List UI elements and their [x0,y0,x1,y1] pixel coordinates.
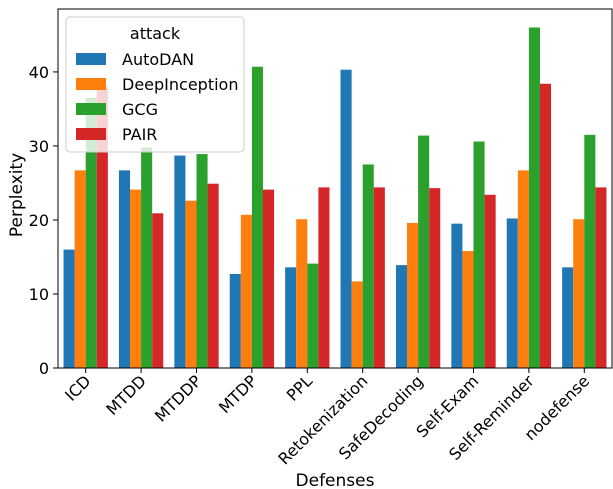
y-axis-label: Perplexity [7,153,27,237]
bar-autodan-self-exam [451,223,463,368]
bar-autodan-retokenization [340,69,352,369]
bar-autodan-mtdd [118,170,131,368]
bar-autodan-icd [63,249,75,368]
bar-deepinception-self-reminder [517,170,529,368]
plot-frame [57,8,613,369]
bar-autodan-nodefense [562,267,574,368]
bar-pair-icd [96,86,108,368]
bar-deepinception-mtdd [130,189,142,368]
legend-label-deepinception: DeepInception [122,75,238,94]
y-tick-label: 40 [29,63,49,82]
bar-pair-nodefense [595,187,607,368]
bar-deepinception-ppl [296,219,308,368]
legend-title: attack [130,24,181,43]
bar-gcg-self-reminder [528,27,540,368]
bar-autodan-mtdp [229,273,241,368]
bar-gcg-icd [85,97,97,369]
x-tick-label: MTDD [102,371,150,419]
bar-autodan-mtddp [174,155,186,368]
legend-swatch-autodan [76,53,106,65]
bar-deepinception-mtddp [185,200,197,368]
bar-pair-self-exam [484,194,496,368]
x-tick-label: MTDDP [151,371,206,426]
bar-autodan-ppl [285,267,297,368]
y-tick-label: 30 [29,137,49,156]
y-tick-label: 10 [29,285,49,304]
legend-label-autodan: AutoDAN [122,50,194,69]
legend-swatch-pair [76,128,106,140]
bar-deepinception-icd [74,170,86,368]
y-tick-label: 20 [29,211,49,230]
bar-pair-self-reminder [539,83,552,368]
bar-deepinception-self-exam [462,251,474,368]
bar-pair-mtdd [152,213,164,368]
bar-autodan-self-reminder [506,218,518,368]
y-tick-label: 0 [39,359,49,378]
bar-pair-mtddp [207,183,219,368]
bar-deepinception-retokenization [351,281,363,368]
bar-pair-safedecoding [429,188,441,368]
bar-gcg-mtddp [196,154,208,368]
bar-deepinception-safedecoding [407,222,419,368]
bar-gcg-retokenization [362,164,374,368]
bar-gcg-nodefense [584,134,596,368]
bar-gcg-self-exam [473,141,485,368]
bar-pair-mtdp [262,189,275,368]
bar-gcg-safedecoding [418,135,430,368]
legend-swatch-gcg [76,103,106,115]
bar-deepinception-mtdp [240,214,252,368]
bar-gcg-mtdp [251,66,263,368]
legend-label-pair: PAIR [122,125,157,144]
bar-deepinception-nodefense [573,219,585,368]
legend-box [65,16,245,153]
x-tick-label: PPL [283,371,316,404]
bar-autodan-safedecoding [395,265,408,368]
bar-gcg-mtdd [141,147,153,368]
bar-gcg-ppl [307,263,319,368]
legend: attack AutoDAN DeepInception GCG PAIR [65,16,245,153]
bar-pair-retokenization [373,187,385,368]
bars-layer [63,27,607,369]
x-tick-label: ICD [61,371,94,404]
legend-label-gcg: GCG [122,100,158,119]
x-axis-label: Defenses [296,471,375,489]
legend-swatch-deepinception [76,78,106,90]
bar-pair-ppl [318,187,330,368]
x-tick-label: MTDP [215,371,261,417]
